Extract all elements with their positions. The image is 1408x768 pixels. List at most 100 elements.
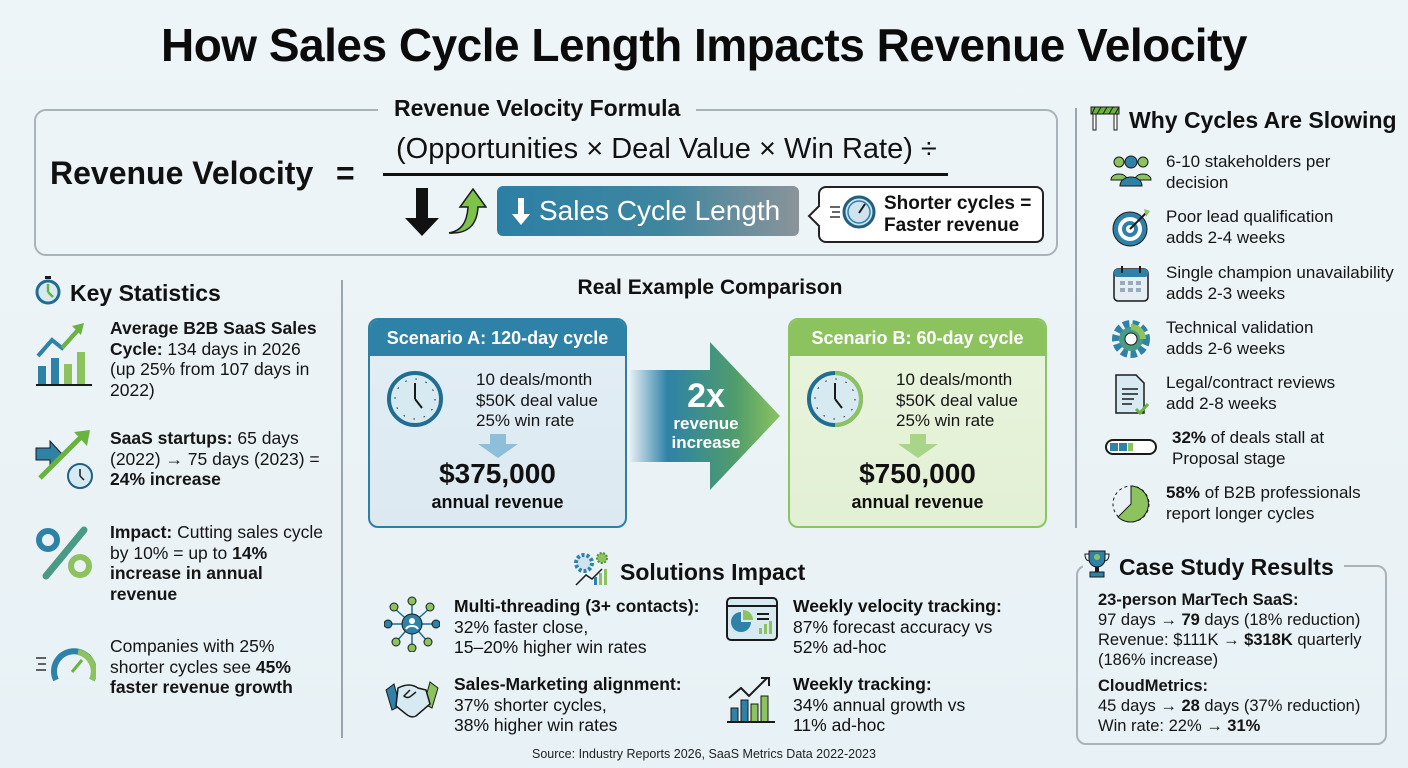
solution-item: Weekly tracking: 34% annual growth vs 11… [725,674,1035,736]
clock-icon [386,370,444,433]
scenario-b-deals: 10 deals/month [896,370,1013,389]
reason-item: 6-10 stakeholders per decision [1110,152,1405,193]
key-statistics-title: Key Statistics [70,279,221,306]
reason-text: 6-10 stakeholders per decision [1166,152,1331,192]
callout-line-1: Shorter cycles = [884,192,1032,214]
scenario-b-title: Scenario B: 60-day cycle [790,320,1045,356]
scenario-a-win-rate: 25% win rate [476,411,575,430]
solution-text: Sales-Marketing alignment: 37% shorter c… [454,674,682,735]
reason-text: Legal/contract reviews add 2-8 weeks [1166,373,1336,413]
source-note: Source: Industry Reports 2026, SaaS Metr… [532,747,876,761]
down-arrow-icon [474,434,522,463]
arrow-line-2: increase [671,433,741,452]
scenario-b-sub: annual revenue [851,492,984,512]
formula-numerator: (Opportunities × Deal Value × Win Rate) … [396,133,937,165]
network-icon [383,596,441,657]
arrow-down-icon [512,198,530,225]
handshake-icon [384,674,440,727]
comparison-arrow-icon [630,342,782,495]
reason-item: 32% of deals stall at Proposal stage [1104,428,1404,473]
reason-item: Single champion unavailability adds 2-3 … [1110,263,1408,310]
dashboard-icon [725,596,779,647]
scenario-a-deals: 10 deals/month [476,370,593,389]
case-study-heading: Case Study Results [1083,549,1344,585]
document-check-icon [1110,373,1152,422]
speedometer-icon [828,193,878,236]
people-icon [1110,152,1152,193]
multiplier: 2x [687,377,725,415]
stopwatch-icon [34,275,62,311]
case-name: CloudMetrics: [1098,677,1209,695]
case-name: 23-person MarTech SaaS: [1098,591,1299,609]
comparison-arrow-label: 2x revenue increase [636,378,776,452]
trophy-icon [1083,549,1111,585]
formula-left-side: Revenue Velocity [50,155,314,191]
fraction-line [383,173,948,176]
barrier-icon [1089,103,1121,137]
pie-icon [1110,483,1152,530]
scenario-a-card: Scenario A: 120-day cycle 10 deals/month… [368,318,627,528]
scenario-b-win-rate: 25% win rate [896,411,995,430]
gear-icon [1110,318,1152,365]
reason-text: 32% of deals stall at Proposal stage [1172,428,1325,468]
solution-text: Multi-threading (3+ contacts): 32% faste… [454,596,700,657]
solution-text: Weekly velocity tracking: 87% forecast a… [793,596,1002,657]
case-study-1: 23-person MarTech SaaS: 97 days → 79 day… [1098,591,1362,669]
bar-chart-growth-icon [34,318,96,393]
arrow-down-icon [403,186,441,243]
gear-chart-icon [572,551,612,593]
solution-item: Weekly velocity tracking: 87% forecast a… [725,596,1035,658]
sales-cycle-length-badge: Sales Cycle Length [497,186,799,236]
scenario-a-sub: annual revenue [431,492,564,512]
formula-heading: Revenue Velocity Formula [378,95,697,122]
reason-text: Technical validation adds 2-6 weeks [1166,318,1314,358]
scenario-a-title: Scenario A: 120-day cycle [370,320,625,356]
callout-line-2: Faster revenue [884,214,1020,236]
why-slowing-title: Why Cycles Are Slowing [1129,106,1397,133]
solution-text: Weekly tracking: 34% annual growth vs 11… [793,674,966,735]
reason-item: Poor lead qualification adds 2-4 weeks [1110,207,1405,254]
key-statistics-heading: Key Statistics [34,275,221,311]
stat-item: SaaS startups: 65 days (2022) → 75 days … [34,428,324,495]
case-study-title: Case Study Results [1119,553,1334,580]
arrow-clock-icon [34,428,96,495]
arrow-line-1: revenue [673,414,739,433]
reason-item: 58% of B2B professionals report longer c… [1110,483,1405,530]
solutions-heading: Solutions Impact [572,551,805,593]
page-title: How Sales Cycle Length Impacts Revenue V… [160,19,1248,71]
formula-callout: Shorter cycles = Faster revenue [818,186,1044,243]
reason-item: Legal/contract reviews add 2-8 weeks [1110,373,1405,422]
denominator-label: Sales Cycle Length [539,195,781,226]
clock-icon [806,370,864,433]
progress-bar-icon [1104,428,1158,473]
percent-icon [34,522,96,589]
formula-equals: = [336,155,355,191]
case-study-2: CloudMetrics: 45 days → 28 days (37% red… [1098,677,1361,735]
scenario-a-deal-value: $50K deal value [476,390,598,410]
down-arrow-icon [894,434,942,463]
reason-text: Single champion unavailability adds 2-3 … [1166,263,1394,303]
comparison-heading: Real Example Comparison [577,276,843,299]
right-divider [1075,108,1077,528]
reason-item: Technical validation adds 2-6 weeks [1110,318,1405,365]
stat-item: Impact: Cutting sales cycle by 10% = up … [34,522,324,604]
stat-text: Average B2B SaaS Sales Cycle: 134 days i… [110,318,317,400]
scenario-b-amount: $750,000 [859,458,976,489]
calendar-icon [1110,263,1152,310]
solution-item: Multi-threading (3+ contacts): 32% faste… [383,596,714,658]
stat-text: SaaS startups: 65 days (2022) → 75 days … [110,428,320,489]
left-divider [341,280,343,738]
solution-item: Sales-Marketing alignment: 37% shorter c… [384,674,714,736]
target-icon [1110,207,1152,254]
why-slowing-heading: Why Cycles Are Slowing [1089,103,1397,137]
growth-chart-icon [725,674,779,729]
stat-item: Average B2B SaaS Sales Cycle: 134 days i… [34,318,324,400]
reason-text: Poor lead qualification adds 2-4 weeks [1166,207,1334,247]
solutions-title: Solutions Impact [620,558,806,585]
speedometer-icon [34,636,97,691]
stat-text: Impact: Cutting sales cycle by 10% = up … [110,522,323,604]
arrow-up-curved-icon [445,186,488,241]
stat-item: Companies with 25% shorter cycles see 45… [34,636,324,698]
stat-text: Companies with 25% shorter cycles see 45… [110,636,293,697]
scenario-a-amount: $375,000 [439,458,556,489]
